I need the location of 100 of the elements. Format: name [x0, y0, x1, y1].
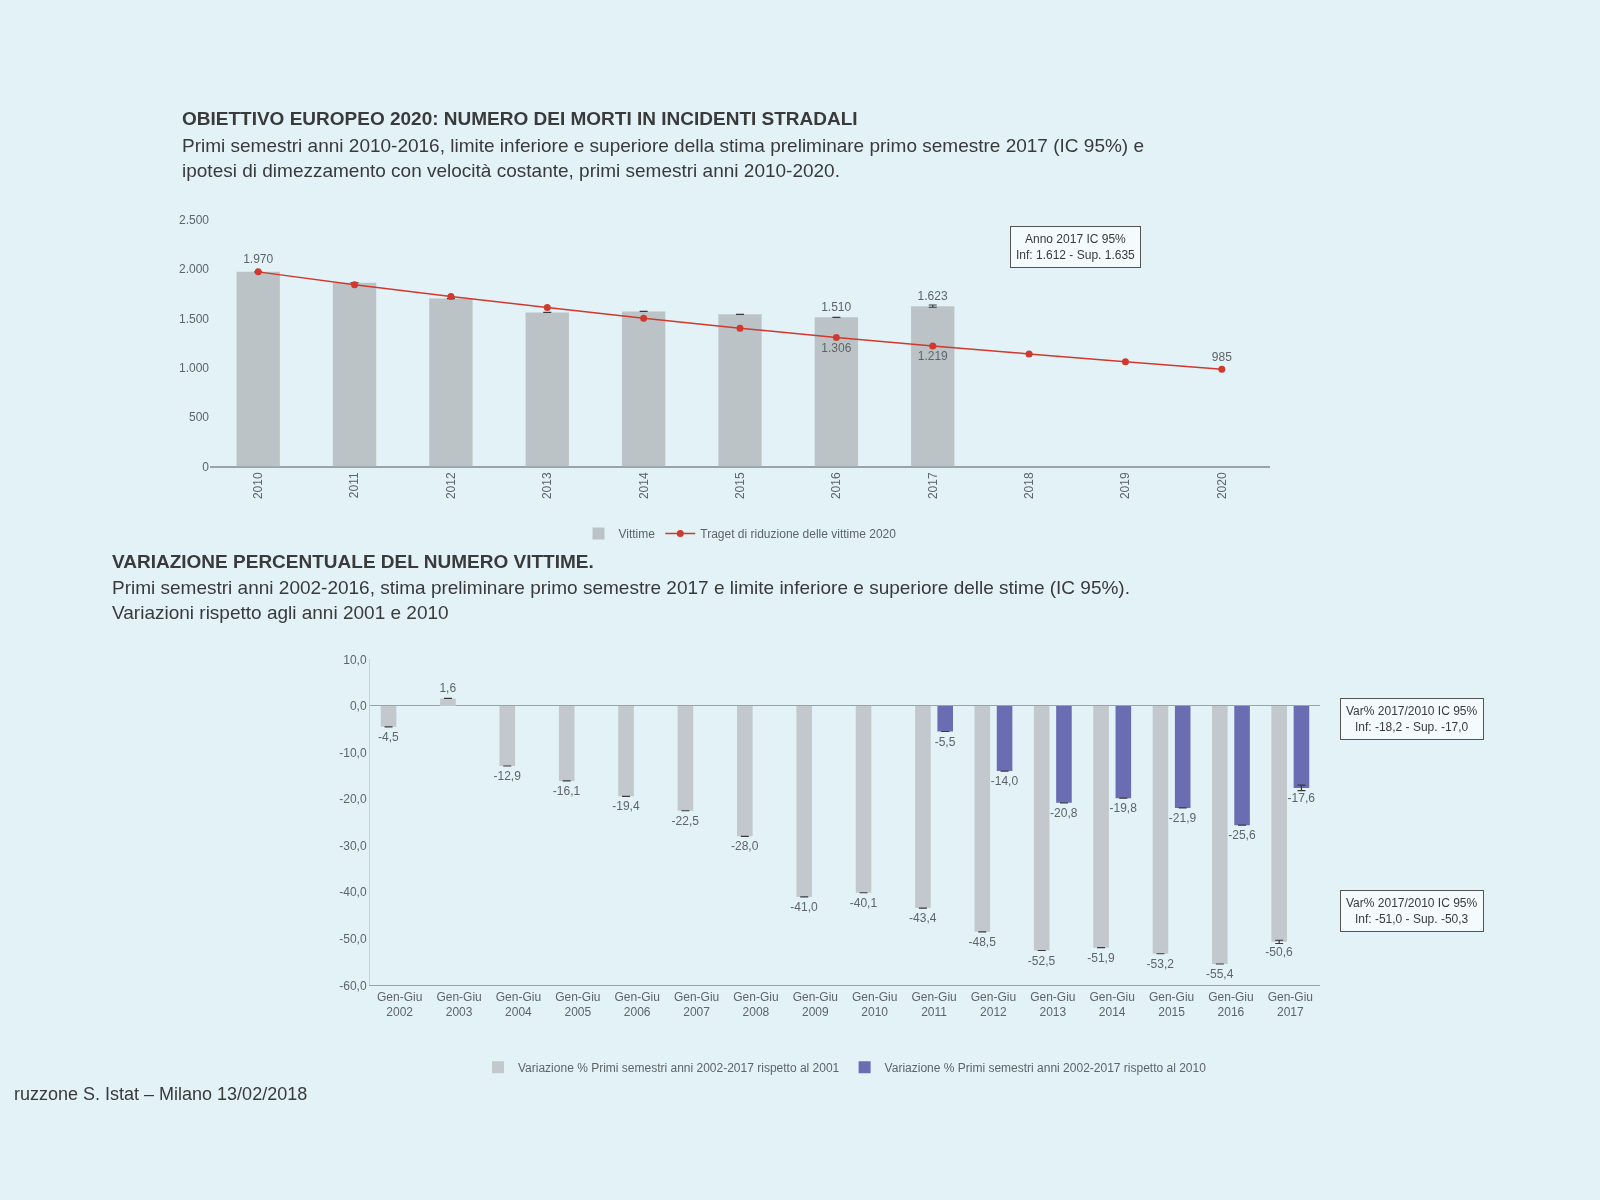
x-tick-label: 2017: [925, 472, 940, 500]
y-tick-label: -20,0: [339, 792, 367, 807]
legend-label: Vittime: [618, 527, 656, 542]
chart-title: VARIAZIONE PERCENTUALE DEL NUMERO VITTIME.: [112, 551, 594, 572]
x-tick-label: Gen-Giu 2004: [495, 989, 542, 1020]
bar: [814, 317, 859, 467]
bar: [911, 306, 955, 467]
y-tick-label: 1.000: [178, 360, 210, 375]
x-tick-label: 2014: [636, 472, 651, 500]
data-label: 1.623: [917, 289, 948, 304]
y-tick-label: 10,0: [343, 652, 367, 667]
text: ruzzone S. Istat – Milano 13/02/2018: [14, 1084, 308, 1104]
data-label: -43,4: [909, 911, 937, 926]
x-tick-label: 2018: [1021, 472, 1036, 500]
x-tick-label: Gen-Giu 2011: [911, 989, 957, 1020]
data-label: -25,6: [1228, 828, 1256, 843]
legend-label: Traget di riduzione delle vittime 2020: [700, 527, 897, 542]
chart-subtitle: Primi semestri anni 2002-2016, stima preliminare primo semestre 2017 e limite inferiore e superiore delle stime (IC 95%). Variazioni rispetto agli anni 2001 e 2010: [112, 577, 1130, 623]
data-label: -16,1: [552, 783, 581, 798]
data-label: -48,5: [968, 934, 997, 949]
data-label: -5,5: [934, 734, 956, 749]
x-tick-label: Gen-Giu 2003: [436, 989, 482, 1020]
data-label: -19,8: [1109, 801, 1138, 816]
text: Var% 2017/2010 IC 95% Inf: -18,2 - Sup. -17,0: [1346, 704, 1478, 734]
point: [351, 281, 359, 289]
data-label: -4,5: [378, 729, 400, 744]
point: [929, 342, 937, 350]
data-label: -19,4: [612, 799, 640, 814]
bar: [332, 282, 377, 467]
bar: [621, 311, 666, 467]
y-tick-label: 2.000: [178, 262, 210, 277]
data-label: -50,6: [1265, 944, 1294, 959]
x-tick-label: 2011: [347, 472, 362, 499]
data-label: -14,0: [990, 774, 1019, 789]
x-tick-label: 2013: [540, 472, 555, 500]
point: [447, 293, 455, 301]
data-label: -51,9: [1087, 950, 1115, 965]
x-tick-label: Gen-Giu 2002: [377, 989, 423, 1020]
data-label: -40,1: [849, 895, 878, 910]
bar: [718, 314, 762, 467]
x-tick-label: Gen-Giu 2016: [1208, 989, 1254, 1020]
data-label: -12,9: [493, 769, 522, 783]
chart-title: OBIETTIVO EUROPEO 2020: NUMERO DEI MORTI IN INCIDENTI STRADALI: [182, 108, 858, 129]
x-tick-label: Gen-Giu 2009: [792, 989, 838, 1020]
y-tick-label: -10,0: [339, 745, 367, 760]
text: Var% 2017/2010 IC 95% Inf: -51,0 - Sup. -50,3: [1346, 896, 1478, 926]
legend-label: Variazione % Primi semestri anni 2002-2017 rispetto al 2001: [518, 1060, 840, 1075]
data-label: 1.970: [243, 252, 274, 267]
point: [1121, 358, 1129, 366]
y-tick-label: -30,0: [339, 838, 367, 853]
y-tick-label: 1.500: [178, 311, 210, 326]
y-tick-label: 2.500: [178, 212, 210, 227]
data-label: -28,0: [730, 839, 759, 854]
x-tick-label: 2019: [1118, 472, 1133, 500]
point: [1025, 350, 1033, 358]
data-label: -21,9: [1168, 810, 1197, 825]
x-tick-label: 2015: [732, 472, 747, 500]
bar: [236, 271, 280, 467]
y-tick-label: 0,0: [349, 699, 367, 714]
bar: [429, 298, 473, 467]
data-label: 985: [1211, 349, 1233, 364]
data-label: 1.510: [821, 300, 852, 315]
x-tick-label: 2016: [829, 472, 844, 500]
point: [640, 314, 648, 322]
legend-label: Variazione % Primi semestri anni 2002-2017 rispetto al 2010: [884, 1060, 1207, 1075]
x-tick-label: Gen-Giu 2010: [852, 989, 898, 1020]
data-label: -20,8: [1050, 805, 1078, 820]
data-label: -55,4: [1205, 967, 1234, 982]
y-tick-label: 0: [202, 459, 210, 474]
x-tick-label: 2020: [1214, 472, 1229, 500]
x-tick-label: Gen-Giu 2015: [1148, 989, 1195, 1020]
annotation: Anno 2017 IC 95% Inf: 1.612 - Sup. 1.635: [1016, 232, 1136, 262]
data-label: 1.219: [917, 349, 949, 364]
y-tick-label: -40,0: [339, 885, 367, 900]
x-tick-label: Gen-Giu 2017: [1267, 989, 1313, 1020]
x-tick-label: 2010: [251, 472, 266, 500]
bar: [525, 312, 569, 467]
point: [736, 324, 744, 332]
point: [543, 303, 551, 311]
data-label: -41,0: [790, 899, 819, 914]
point: [1218, 365, 1226, 373]
data-label: 1.306: [821, 340, 852, 355]
x-tick-label: Gen-Giu 2005: [555, 989, 601, 1020]
x-tick-label: Gen-Giu 2012: [970, 989, 1017, 1020]
x-tick-label: 2012: [443, 472, 458, 500]
data-label: -52,5: [1027, 953, 1056, 968]
data-label: -22,5: [671, 813, 700, 828]
x-tick-label: Gen-Giu 2007: [673, 989, 720, 1020]
data-label: -17,6: [1287, 790, 1316, 805]
x-tick-label: Gen-Giu 2006: [614, 989, 660, 1020]
data-label: -53,2: [1146, 956, 1175, 971]
y-tick-label: -60,0: [339, 978, 367, 993]
data-label: 1,6: [439, 681, 457, 696]
y-tick-label: -50,0: [339, 932, 367, 947]
x-tick-label: Gen-Giu 2013: [1030, 989, 1076, 1020]
y-tick-label: 500: [188, 410, 210, 425]
point: [832, 334, 840, 341]
chart-subtitle: Primi semestri anni 2010-2016, limite inferiore e superiore della stima preliminare primo semestre 2017 (IC 95%) e ipotesi di dimezzamento con velocità costante, primi semestri anni 2010-2020.: [182, 135, 1145, 181]
x-tick-label: Gen-Giu 2014: [1089, 989, 1135, 1020]
x-tick-label: Gen-Giu 2008: [733, 989, 779, 1020]
